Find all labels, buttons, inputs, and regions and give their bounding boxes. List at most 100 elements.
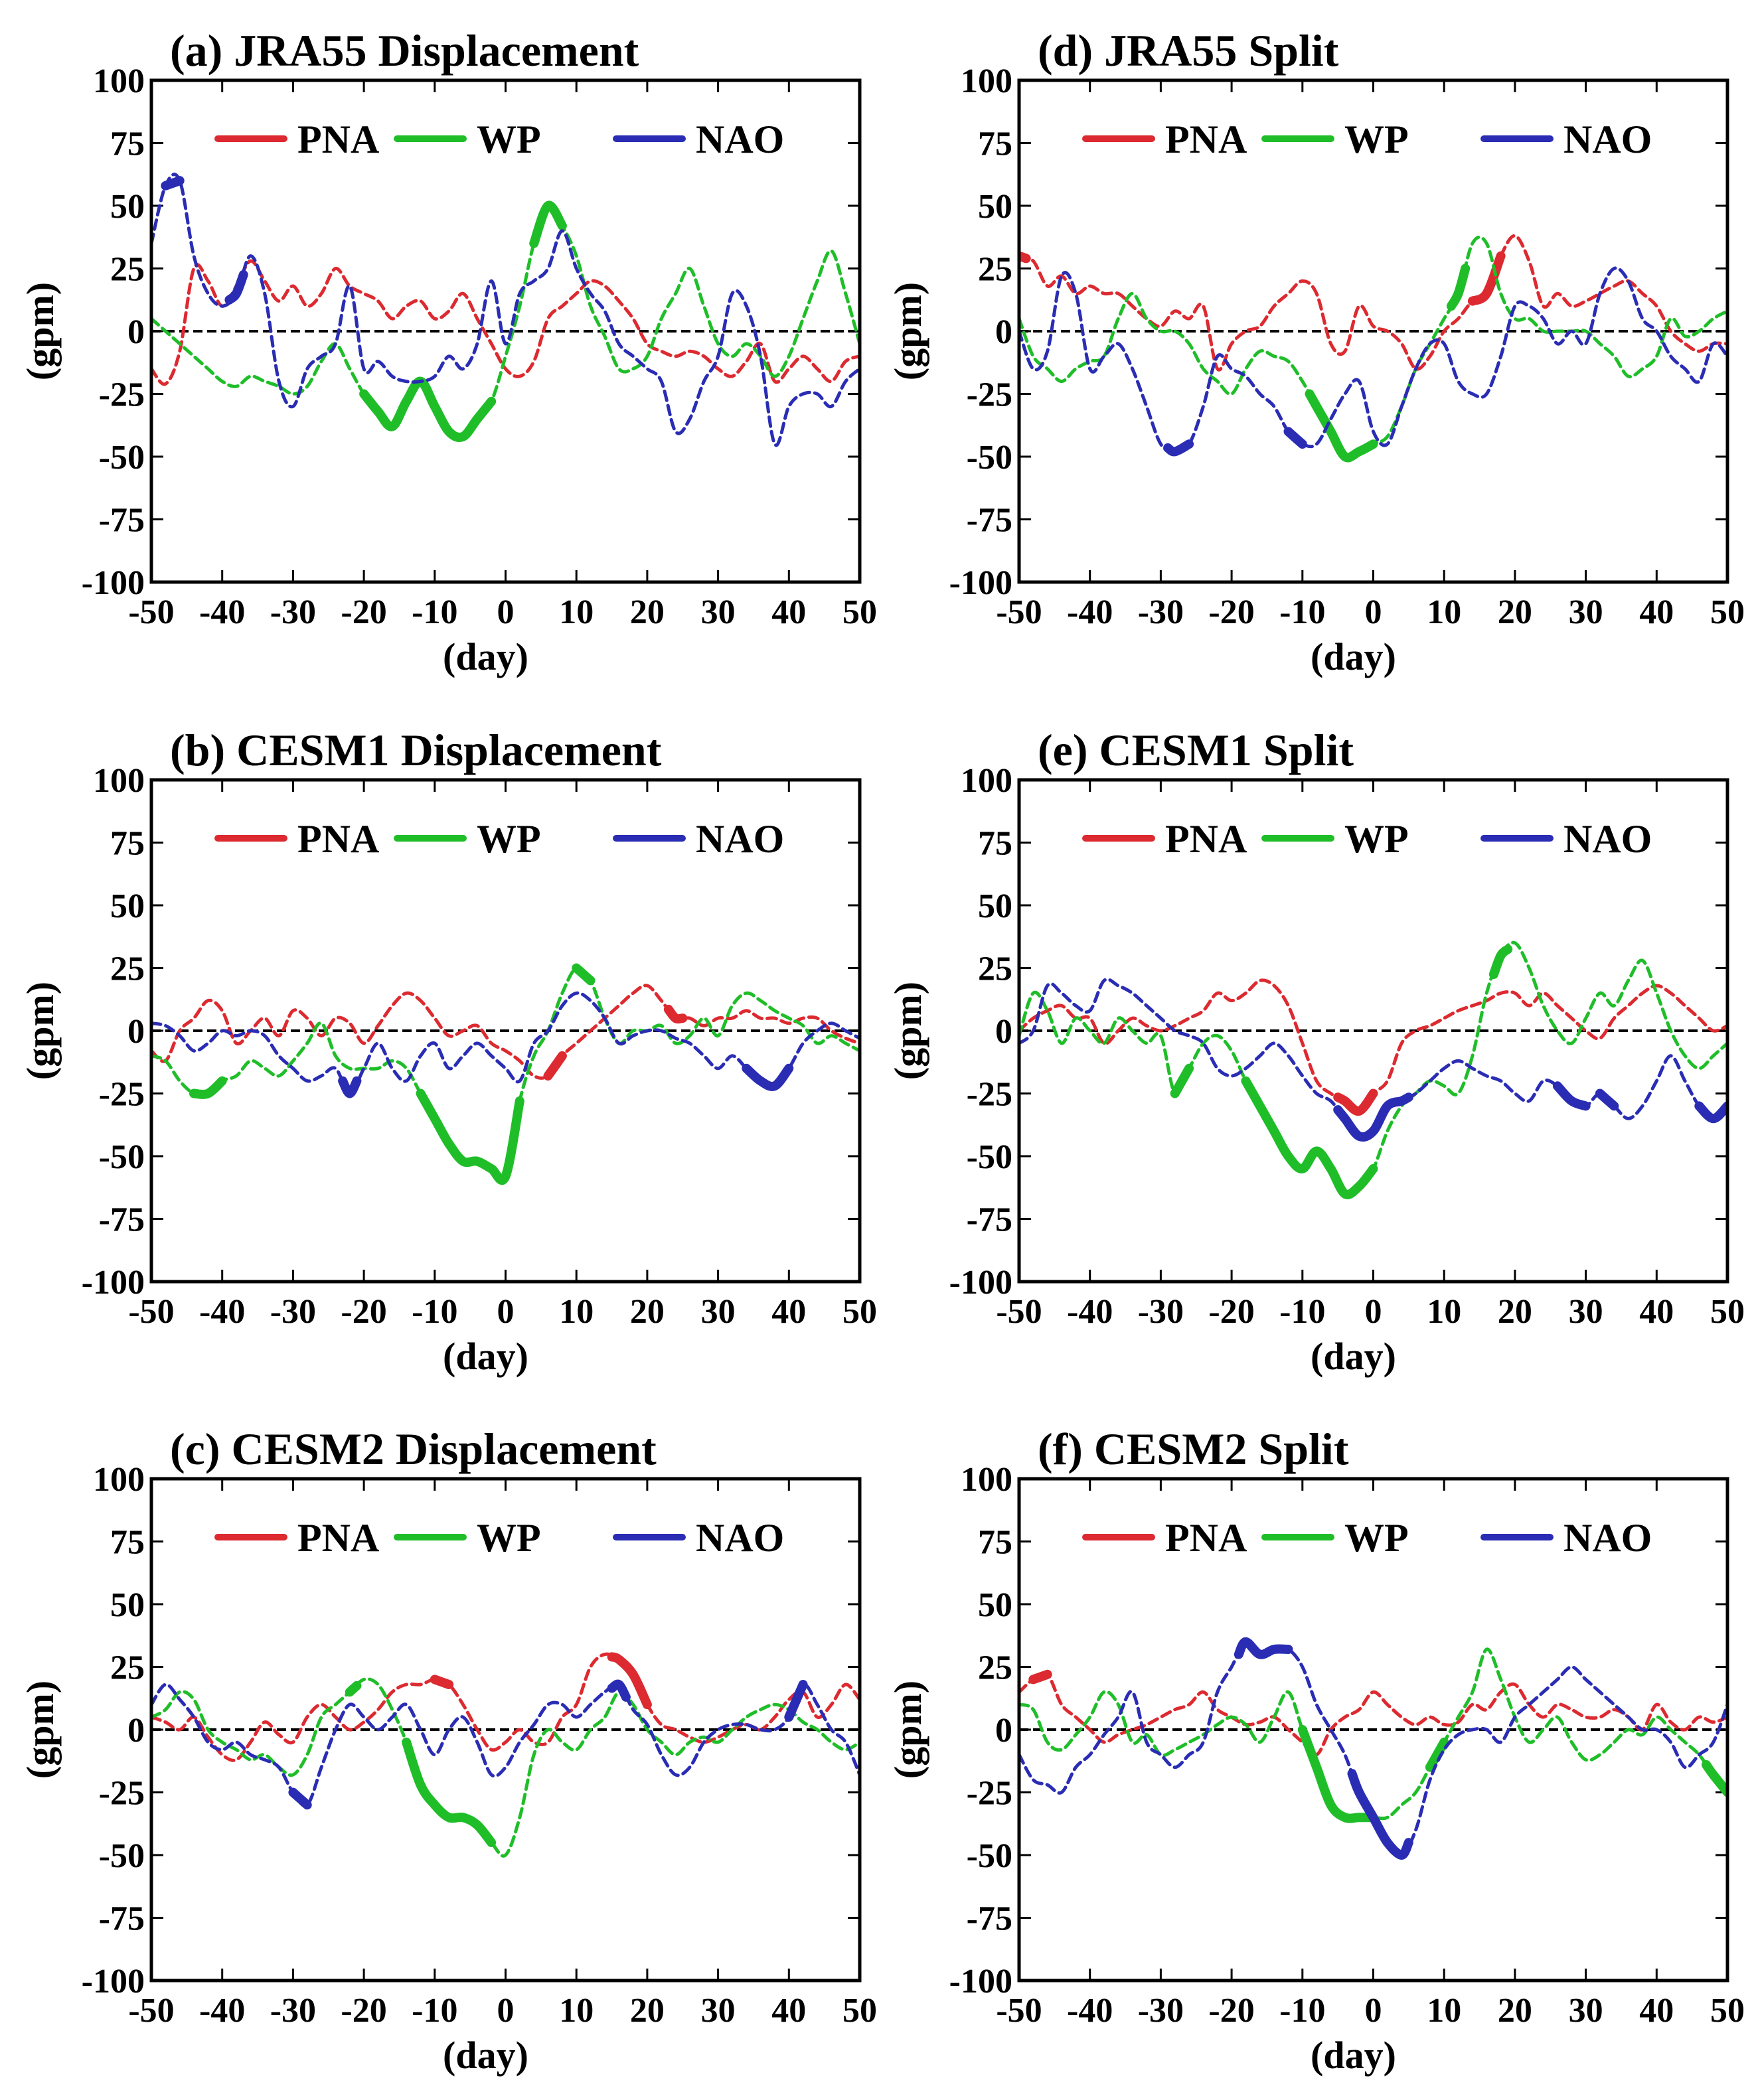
significant-segment-pna [607, 1652, 652, 1710]
y-tick-label: -50 [99, 1138, 145, 1176]
x-tick-label: -50 [996, 593, 1042, 631]
significant-segment-nao [1333, 1092, 1413, 1142]
x-tick-label: 10 [1427, 1293, 1461, 1331]
y-tick-label: 50 [978, 188, 1012, 226]
y-tick-label: -75 [967, 1201, 1012, 1239]
x-axis-label: (day) [1311, 1335, 1396, 1378]
x-tick-label: 40 [771, 593, 806, 631]
series-line-wp [151, 1677, 860, 1858]
y-tick-label: -50 [967, 1138, 1012, 1176]
panel-title: (e) CESM1 Split [1038, 725, 1354, 775]
legend-label-pna: PNA [1165, 117, 1247, 161]
x-tick-label: -40 [199, 593, 245, 631]
x-tick-label: -50 [128, 1992, 174, 2030]
x-tick-label: 30 [1569, 1992, 1603, 2030]
y-tick-label: -25 [99, 1775, 145, 1813]
panel-3: (c) CESM2 Displacement(gpm)(day)10075502… [19, 1424, 877, 2077]
significant-segment-nao [338, 1076, 362, 1098]
x-tick-label: 50 [842, 1992, 877, 2030]
y-tick-label: -75 [967, 502, 1012, 540]
y-tick-label: 0 [995, 313, 1012, 351]
legend-label-nao: NAO [696, 1516, 784, 1560]
x-tick-label: -30 [270, 1992, 316, 2030]
panel-2: (b) CESM1 Displacement(gpm)(day)10075502… [19, 725, 877, 1378]
y-tick-label: 0 [995, 1712, 1012, 1750]
y-tick-label: 75 [978, 825, 1012, 863]
legend-label-wp: WP [477, 117, 541, 161]
significant-segment-wp [1297, 1725, 1378, 1823]
significant-segment-wp [1488, 944, 1513, 979]
legend-label-nao: NAO [696, 817, 784, 861]
y-tick-label: 0 [995, 1013, 1012, 1051]
x-tick-label: 40 [771, 1293, 806, 1331]
x-tick-label: 40 [771, 1992, 806, 2030]
y-tick-label: 100 [961, 62, 1012, 100]
significant-segment-nao [784, 1680, 808, 1722]
y-tick-label: 50 [110, 1586, 145, 1624]
x-tick-label: 0 [497, 1293, 515, 1331]
x-tick-label: 10 [1427, 1992, 1461, 2030]
y-tick-label: -75 [99, 502, 145, 540]
x-tick-label: -40 [199, 1992, 245, 2030]
x-axis-label: (day) [443, 2034, 528, 2077]
y-tick-label: 100 [93, 62, 145, 100]
significant-segment-nao [1552, 1081, 1591, 1111]
x-tick-label: 40 [1639, 593, 1674, 631]
series-line-wp [151, 204, 860, 439]
y-tick-label: -100 [82, 1264, 145, 1302]
x-tick-label: 50 [842, 1293, 877, 1331]
y-tick-label: 25 [110, 251, 145, 289]
y-tick-label: -100 [82, 564, 145, 602]
x-tick-label: -10 [412, 1293, 457, 1331]
significant-segment-pna [1333, 1088, 1378, 1116]
panel-title: (d) JRA55 Split [1038, 25, 1339, 76]
series-line-pna [151, 984, 860, 1080]
significant-segment-nao [1595, 1088, 1619, 1111]
y-tick-label: -75 [99, 1201, 145, 1239]
plot-frame [1017, 778, 1729, 1284]
x-tick-label: 10 [1427, 593, 1461, 631]
x-tick-label: 20 [630, 1293, 665, 1331]
x-tick-label: -40 [199, 1293, 245, 1331]
legend-label-wp: WP [1344, 817, 1409, 861]
y-tick-label: -50 [99, 439, 145, 477]
x-tick-label: 40 [1639, 1992, 1674, 2030]
significant-segment-wp [402, 1737, 497, 1848]
panel-title: (f) CESM2 Split [1038, 1424, 1349, 1474]
x-tick-label: 40 [1639, 1293, 1674, 1331]
y-axis-label: (gpm) [19, 1681, 62, 1779]
significant-segment-nao [742, 1063, 794, 1091]
series-line-nao [151, 1682, 860, 1808]
x-tick-label: -10 [412, 1992, 457, 2030]
y-tick-label: 50 [110, 887, 145, 925]
y-tick-label: 100 [93, 762, 145, 800]
plot-frame [149, 778, 862, 1284]
significant-segment-wp [1241, 1076, 1378, 1199]
x-tick-label: -30 [1138, 1293, 1184, 1331]
series-line-nao [151, 173, 860, 447]
significant-segment-wp [1446, 263, 1471, 311]
x-tick-label: -20 [341, 593, 386, 631]
x-tick-label: 30 [1569, 1293, 1603, 1331]
plot-frame [149, 78, 862, 584]
x-tick-label: 0 [1365, 1293, 1382, 1331]
series-line-pna [1019, 234, 1727, 372]
x-tick-label: -10 [1279, 1992, 1325, 2030]
y-tick-label: -100 [82, 1963, 145, 2000]
significant-segment-nao [224, 269, 248, 305]
legend-label-wp: WP [477, 1516, 541, 1560]
y-tick-label: -50 [967, 1837, 1012, 1875]
y-tick-label: 25 [110, 950, 145, 988]
legend-label-pna: PNA [297, 117, 379, 161]
y-tick-label: -25 [967, 1775, 1012, 1813]
legend-label-nao: NAO [1563, 117, 1652, 161]
panel-6: (f) CESM2 Split(gpm)(day)1007550250-25-5… [886, 1424, 1745, 2077]
significant-segment-pna [430, 1675, 454, 1689]
y-tick-label: -25 [967, 376, 1012, 414]
y-tick-label: 25 [978, 950, 1012, 988]
x-tick-label: -20 [1208, 593, 1254, 631]
x-tick-label: -30 [1138, 593, 1184, 631]
panel-title: (a) JRA55 Displacement [170, 25, 639, 76]
y-tick-label: -75 [967, 1900, 1012, 1938]
